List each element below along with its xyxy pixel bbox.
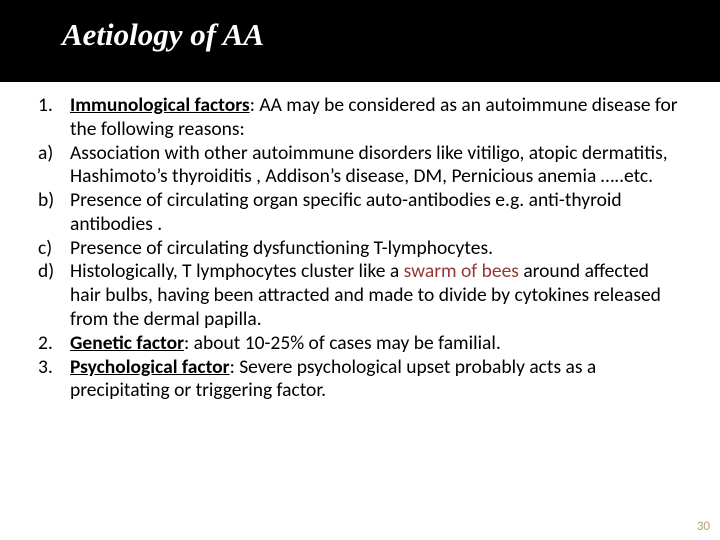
item-marker: 2.: [38, 332, 70, 356]
item-lead: Immunological factors: [70, 93, 250, 117]
body-region: 1. Immunological factors: AA may be cons…: [0, 82, 720, 540]
item-content: Presence of circulating dysfunctioning T…: [70, 237, 682, 261]
item-lead: Genetic factor: [70, 331, 184, 355]
title-region: Aetiology of AA: [0, 0, 720, 60]
item-content: Association with other autoimmune disord…: [70, 142, 682, 190]
list-item: b) Presence of circulating organ specifi…: [38, 189, 682, 237]
item-content: Presence of circulating organ specific a…: [70, 189, 682, 237]
item-marker: a): [38, 142, 70, 166]
item-content: Genetic factor: about 10-25% of cases ma…: [70, 332, 682, 356]
item-marker: 3.: [38, 356, 70, 380]
list-item: 2. Genetic factor: about 10-25% of cases…: [38, 332, 682, 356]
item-text: : about 10-25% of cases may be familial.: [184, 331, 501, 355]
slide: Aetiology of AA 1. Immunological factors…: [0, 0, 720, 540]
item-lead: Psychological factor: [70, 355, 230, 379]
item-marker: 1.: [38, 94, 70, 118]
page-number: 30: [697, 519, 710, 534]
list-item: c) Presence of circulating dysfunctionin…: [38, 237, 682, 261]
item-content: Histologically, T lymphocytes cluster li…: [70, 260, 682, 331]
item-content: Immunological factors: AA may be conside…: [70, 94, 682, 142]
item-marker: d): [38, 260, 70, 284]
bullet-list: 1. Immunological factors: AA may be cons…: [38, 94, 682, 403]
item-pre: Histologically, T lymphocytes cluster li…: [70, 259, 404, 283]
list-item: 3. Psychological factor: Severe psycholo…: [38, 356, 682, 404]
list-item: a) Association with other autoimmune dis…: [38, 142, 682, 190]
list-item: 1. Immunological factors: AA may be cons…: [38, 94, 682, 142]
list-item: d) Histologically, T lymphocytes cluster…: [38, 260, 682, 331]
item-marker: b): [38, 189, 70, 213]
item-highlight: swarm of bees: [404, 259, 519, 283]
item-marker: c): [38, 237, 70, 261]
slide-title: Aetiology of AA: [62, 18, 720, 52]
item-content: Psychological factor: Severe psychologic…: [70, 356, 682, 404]
